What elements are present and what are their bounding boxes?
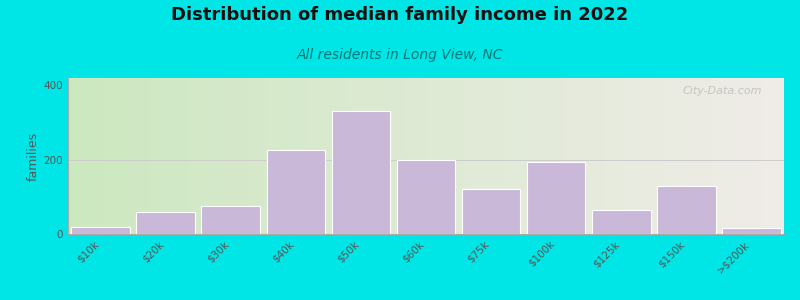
- Bar: [527, 162, 586, 234]
- Bar: [202, 206, 260, 234]
- Text: City-Data.com: City-Data.com: [683, 86, 762, 96]
- Bar: [71, 226, 130, 234]
- Text: All residents in Long View, NC: All residents in Long View, NC: [297, 48, 503, 62]
- Text: Distribution of median family income in 2022: Distribution of median family income in …: [171, 6, 629, 24]
- Bar: [266, 150, 325, 234]
- Y-axis label: families: families: [26, 131, 39, 181]
- Bar: [332, 111, 390, 234]
- Bar: [657, 186, 716, 234]
- Bar: [722, 228, 781, 234]
- Bar: [397, 160, 455, 234]
- Bar: [592, 210, 650, 234]
- Bar: [136, 212, 195, 234]
- Bar: [462, 189, 520, 234]
